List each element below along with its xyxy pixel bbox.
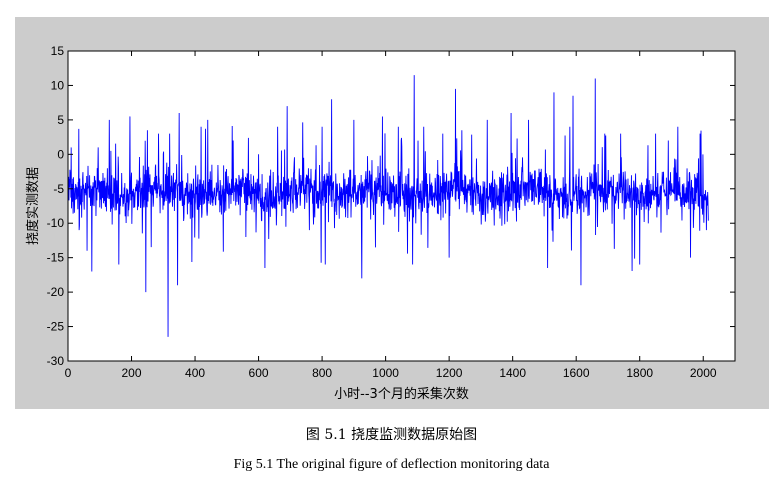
x-tick-label: 800	[312, 366, 332, 380]
y-tick-label: -20	[47, 285, 65, 299]
x-tick-label: 600	[249, 366, 269, 380]
figure-caption-en: Fig 5.1 The original figure of deflectio…	[233, 457, 550, 472]
x-tick-label: 2000	[690, 366, 717, 380]
figure-caption-cn: 图 5.1 挠度监测数据原始图	[305, 427, 478, 443]
y-tick-label: 0	[57, 147, 64, 161]
series-line	[67, 75, 709, 337]
y-tick-label: 10	[51, 78, 65, 92]
y-tick-label: -30	[47, 354, 65, 368]
y-tick-label: -25	[47, 320, 65, 334]
y-tick-label: -10	[47, 216, 65, 230]
x-tick-label: 1800	[626, 366, 653, 380]
x-tick-label: 1400	[499, 366, 526, 380]
figure-panel: 0 200 400 600 800 1000 1200 1400 1600 1800 2000 15 1…	[15, 17, 769, 409]
chart: 0 200 400 600 800 1000 1200 1400 1600 1800 2000 15 1…	[25, 44, 736, 402]
x-tick-label: 1200	[436, 366, 463, 380]
y-tick-label: -5	[53, 182, 64, 196]
x-axis-title: 小时--3个月的采集次数	[334, 386, 469, 402]
x-tick-label: 0	[65, 366, 72, 380]
x-tick-label: 1000	[372, 366, 399, 380]
x-tick-label: 400	[185, 366, 205, 380]
plot-frame	[67, 50, 736, 362]
x-tick-label: 1600	[563, 366, 590, 380]
y-tick-label: -15	[47, 251, 65, 265]
y-tick-label: 5	[57, 113, 64, 127]
y-tick-label: 15	[51, 44, 65, 58]
x-tick-label: 200	[122, 366, 142, 380]
series-layer	[67, 75, 709, 337]
y-axis-title: 挠度实测数据	[25, 167, 41, 245]
ticks-layer: 0 200 400 600 800 1000 1200 1400 1600 1800 2000 15 1…	[47, 44, 735, 380]
